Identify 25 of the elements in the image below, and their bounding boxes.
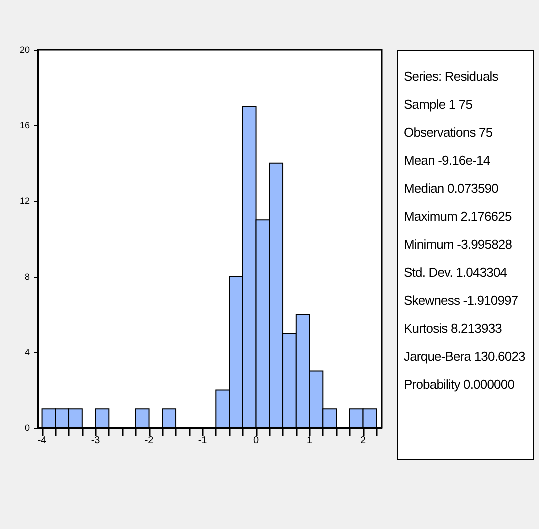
text: Maximum 2.176625 <box>404 208 513 226</box>
y-tick-label: 0 <box>24 423 30 433</box>
text: Std. Dev. 1.043304 <box>404 264 508 282</box>
text: Probability 0.000000 <box>404 376 516 394</box>
y-tick-label: 12 <box>20 196 30 206</box>
x-tick-label: -3 <box>91 436 101 446</box>
text: Median 0.073590 <box>404 180 500 198</box>
text: Sample 1 75 <box>404 96 474 114</box>
x-tick-label: -2 <box>144 436 154 446</box>
y-tick-label: 4 <box>24 347 30 358</box>
text: Kurtosis 8.213933 <box>404 320 503 338</box>
text: Mean -9.16e-14 <box>404 152 492 170</box>
text: Observations 75 <box>404 124 494 142</box>
text: Series: Residuals <box>404 68 500 86</box>
x-tick-label: 2 <box>360 436 366 446</box>
y-tick-label: 16 <box>20 120 30 131</box>
x-tick-label: 1 <box>306 436 313 446</box>
text: Minimum -3.995828 <box>404 236 514 254</box>
x-tick-label: -4 <box>38 436 48 446</box>
y-tick-label: 20 <box>20 45 30 55</box>
x-tick-label: 0 <box>253 436 260 446</box>
x-tick-label: -1 <box>198 436 208 446</box>
text: Skewness -1.910997 <box>404 292 520 310</box>
y-tick-label: 8 <box>24 272 30 282</box>
text: Jarque-Bera 130.6023 <box>404 348 526 366</box>
